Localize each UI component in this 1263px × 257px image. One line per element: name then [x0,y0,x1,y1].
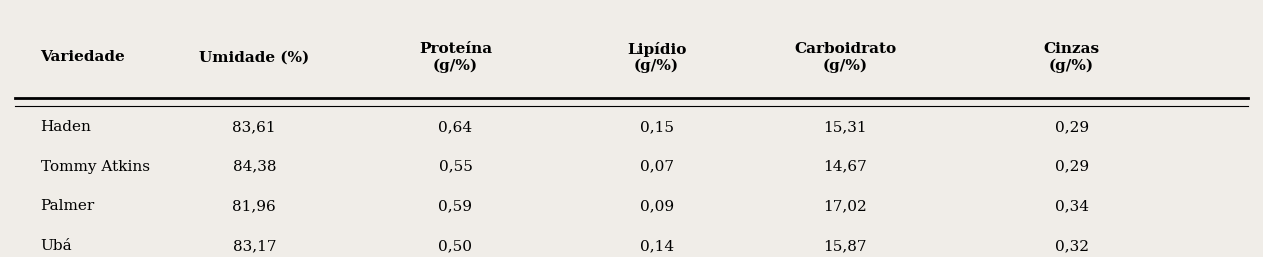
Text: 84,38: 84,38 [232,160,277,174]
Text: 15,31: 15,31 [823,120,868,134]
Text: 17,02: 17,02 [823,199,868,214]
Text: Ubá: Ubá [40,239,72,253]
Text: 0,50: 0,50 [438,239,472,253]
Text: 15,87: 15,87 [823,239,866,253]
Text: Cinzas
(g/%): Cinzas (g/%) [1043,42,1100,73]
Text: Palmer: Palmer [40,199,95,214]
Text: 0,07: 0,07 [639,160,673,174]
Text: 0,15: 0,15 [639,120,673,134]
Text: 0,34: 0,34 [1055,199,1089,214]
Text: 0,59: 0,59 [438,199,472,214]
Text: Tommy Atkins: Tommy Atkins [40,160,149,174]
Text: Proteína
(g/%): Proteína (g/%) [419,42,493,73]
Text: 81,96: 81,96 [232,199,277,214]
Text: Carboidrato
(g/%): Carboidrato (g/%) [794,42,897,73]
Text: 0,64: 0,64 [438,120,472,134]
Text: 14,67: 14,67 [823,160,868,174]
Text: 0,09: 0,09 [639,199,673,214]
Text: 0,55: 0,55 [438,160,472,174]
Text: Lipídio
(g/%): Lipídio (g/%) [626,42,686,73]
Text: 83,17: 83,17 [232,239,277,253]
Text: 0,29: 0,29 [1055,160,1089,174]
Text: Umidade (%): Umidade (%) [200,50,309,65]
Text: 83,61: 83,61 [232,120,277,134]
Text: 0,32: 0,32 [1055,239,1089,253]
Text: Haden: Haden [40,120,91,134]
Text: 0,14: 0,14 [639,239,673,253]
Text: Variedade: Variedade [40,50,125,65]
Text: 0,29: 0,29 [1055,120,1089,134]
